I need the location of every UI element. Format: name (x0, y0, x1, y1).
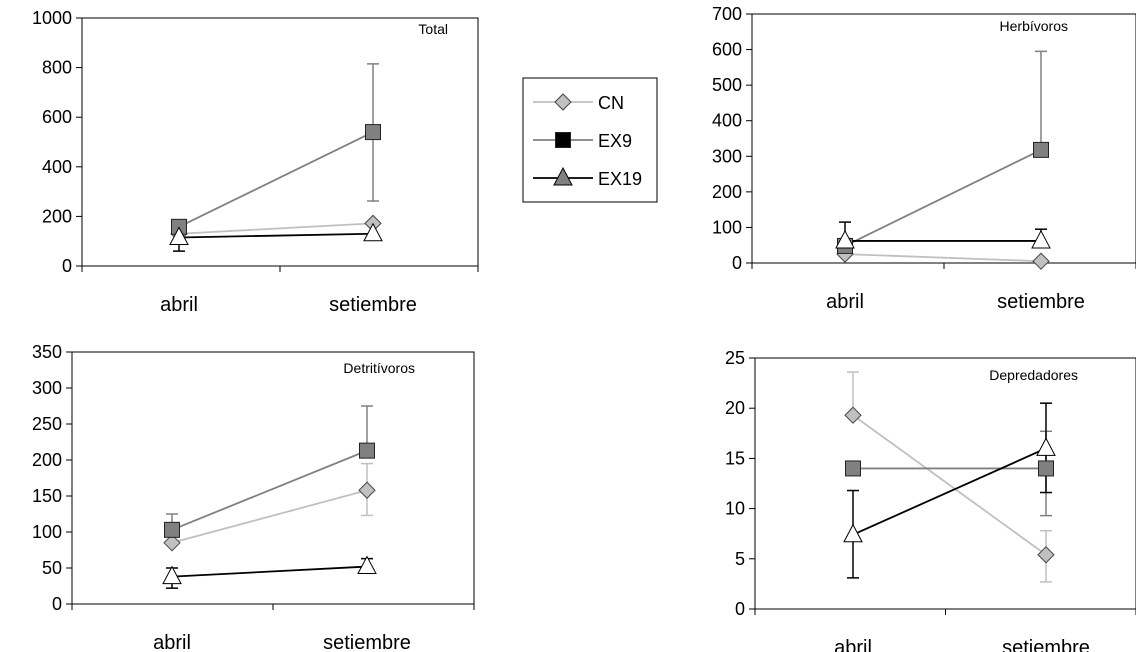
panel-title: Detritívoros (343, 360, 415, 376)
series-line-ex9 (178, 131, 374, 228)
series-line-cn (178, 222, 374, 235)
x-category-label-abril: abril (834, 637, 872, 652)
plot-area-frame (754, 357, 1136, 610)
series-line-ex9 (844, 149, 1042, 247)
y-tick-label: 0 (735, 599, 745, 619)
y-tick-label: 100 (712, 217, 742, 237)
data-point-ex19-abril (843, 523, 863, 543)
data-point-cn-setiembre (1037, 546, 1055, 564)
y-tick-label: 200 (42, 206, 72, 226)
x-category-label-setiembre: setiembre (1002, 637, 1090, 652)
legend-marker-cn (554, 93, 572, 111)
chart-panel-herbivoros: 0 100 200 300 400 500 600 700 abril setiembre Herb… (712, 4, 1136, 313)
series-line-ex19 (178, 232, 374, 239)
y-tick-label: 300 (712, 146, 742, 166)
series-line-ex19 (852, 447, 1047, 536)
data-point-cn-setiembre (358, 481, 376, 499)
data-point-ex19-setiembre (1036, 437, 1056, 456)
plot-area-frame (71, 351, 475, 605)
panel-title: Total (418, 21, 448, 37)
data-point-ex19-abril (169, 226, 189, 245)
y-tick-label: 1000 (32, 8, 72, 28)
plot-area-frame (751, 13, 1136, 264)
y-tick-label: 0 (62, 256, 72, 276)
legend: CN EX9 EX19 (522, 77, 658, 203)
data-point-ex9-setiembre (365, 124, 381, 141)
y-tick-label: 0 (732, 253, 742, 273)
series-line-ex19 (171, 565, 368, 578)
y-tick-label: 250 (32, 414, 62, 434)
data-point-ex19-setiembre (1031, 229, 1051, 249)
y-tick-label: 200 (712, 182, 742, 202)
y-tick-label: 400 (42, 157, 72, 177)
y-tick-label: 100 (32, 522, 62, 542)
y-tick-label: 50 (42, 558, 62, 578)
data-point-ex9-setiembre (1038, 460, 1054, 477)
data-point-ex19-setiembre (357, 555, 377, 575)
series-line-cn (852, 414, 1047, 556)
legend-label-cn: CN (598, 93, 624, 113)
data-point-cn-abril (844, 406, 862, 424)
y-tick-label: 25 (725, 348, 745, 368)
x-category-label-setiembre: setiembre (329, 294, 417, 316)
data-point-ex9-setiembre (1033, 141, 1049, 158)
y-tick-label: 600 (42, 107, 72, 127)
x-category-label-setiembre: setiembre (323, 632, 411, 652)
panel-title: Depredadores (989, 367, 1078, 383)
panel-title: Herbívoros (1000, 18, 1068, 34)
y-tick-label: 20 (725, 398, 745, 418)
data-point-ex19-abril (162, 565, 182, 585)
x-category-label-abril: abril (160, 294, 198, 316)
y-tick-label: 600 (712, 40, 742, 60)
data-point-cn-abril (163, 534, 181, 552)
data-point-ex19-abril (835, 229, 855, 249)
series-line-ex9 (171, 449, 368, 531)
series-line-cn (844, 253, 1042, 263)
data-point-cn-setiembre (1032, 252, 1050, 270)
y-tick-label: 200 (32, 450, 62, 470)
data-point-ex19-setiembre (363, 222, 383, 242)
legend-label-ex9: EX9 (598, 131, 632, 151)
legend-label-ex19: EX19 (598, 169, 642, 189)
y-tick-label: 300 (32, 378, 62, 398)
y-tick-label: 150 (32, 486, 62, 506)
legend-marker-ex19 (553, 166, 573, 186)
data-point-ex9-setiembre (359, 442, 375, 459)
chart-panel-depredadores: 0 5 10 15 20 25 abril setiembre Depredadores (725, 348, 1136, 652)
legend-marker-ex9 (555, 132, 571, 148)
y-tick-label: 400 (712, 111, 742, 131)
y-tick-label: 15 (725, 448, 745, 468)
data-point-ex9-abril (845, 460, 861, 477)
y-tick-label: 800 (42, 58, 72, 78)
x-category-label-abril: abril (826, 291, 864, 313)
series-line-cn (171, 489, 368, 544)
x-category-label-setiembre: setiembre (997, 291, 1085, 313)
chart-panel-total: 0 200 400 600 800 1000 abril setiembre Total (32, 8, 479, 316)
chart-panel-detritivoros: 0 50 100 150 200 250 300 350 abril setiembre Detri… (32, 342, 475, 652)
y-tick-label: 500 (712, 75, 742, 95)
y-tick-label: 350 (32, 342, 62, 362)
y-tick-label: 10 (725, 499, 745, 519)
y-tick-label: 5 (735, 549, 745, 569)
y-tick-label: 700 (712, 4, 742, 24)
x-category-label-abril: abril (153, 632, 191, 652)
y-tick-label: 0 (52, 594, 62, 614)
data-point-ex9-abril (164, 521, 180, 538)
